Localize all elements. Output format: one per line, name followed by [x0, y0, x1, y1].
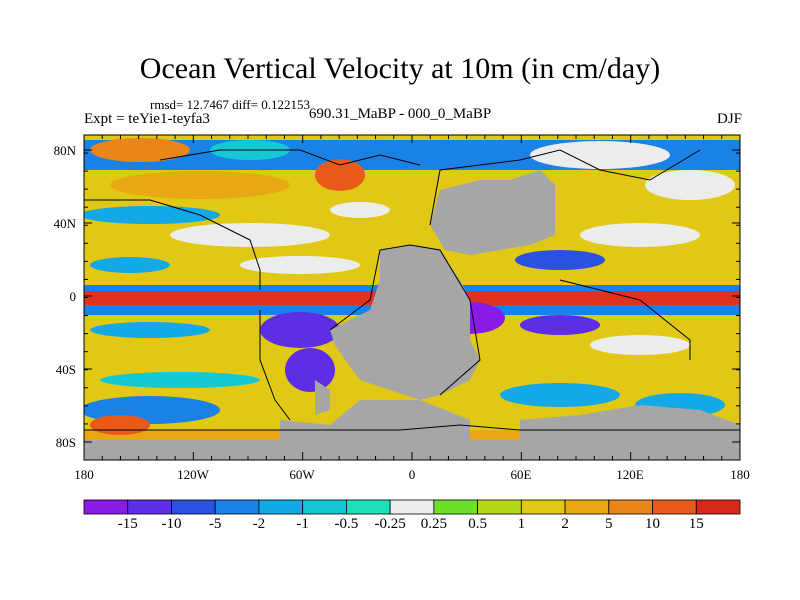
lon-label-180w: 180: [74, 467, 94, 482]
field-patch: [260, 312, 340, 348]
field-patch: [330, 202, 390, 218]
land-antarctica: [84, 440, 740, 460]
field-patch: [90, 415, 150, 435]
field-patch: [110, 171, 290, 199]
colorbar-tick-label: -0.5: [334, 516, 359, 532]
colorbar-tick-label: 2: [561, 516, 569, 532]
colorbar-tick-label: 0.25: [420, 516, 447, 532]
lon-label-120e: 120E: [616, 467, 644, 482]
lon-label-120w: 120W: [177, 467, 209, 482]
land-antarctica-east: [520, 405, 740, 440]
map-title: Ocean Vertical Velocity at 10m (in cm/da…: [139, 52, 661, 85]
field-patch: [170, 223, 330, 247]
lat-label-0: 0: [69, 289, 77, 304]
field-patch: [500, 383, 620, 407]
field-patch: [90, 322, 210, 338]
colorbar-tick-label: -15: [117, 516, 138, 532]
field-patch: [240, 256, 360, 274]
colorbar-swatch: [695, 499, 741, 515]
season-label: DJF: [716, 111, 742, 127]
colorbar-swatch: [608, 499, 653, 515]
colorbar-tick-label: 15: [688, 516, 704, 532]
colorbar-swatch: [389, 499, 435, 515]
lon-label-60w: 60W: [289, 467, 315, 482]
colorbar-tick-label: -5: [208, 516, 222, 532]
lat-label-40s: 40S: [55, 362, 76, 377]
colorbar-tick-label: 10: [645, 516, 661, 532]
stats-text: rmsd= 12.7467 diff= 0.122153: [150, 97, 310, 112]
colorbar-swatch: [171, 499, 216, 515]
colorbar-swatch: [433, 499, 479, 515]
field-patch: [530, 141, 670, 169]
colorbar-tick-label: 1: [517, 516, 526, 532]
lon-label-60e: 60E: [510, 467, 532, 482]
period-label: 690.31_MaBP - 000_0_MaBP: [308, 106, 492, 122]
colorbar-swatch: [83, 499, 129, 515]
land-africa-south-america: [330, 245, 480, 400]
lat-label-80n: 80N: [53, 143, 76, 158]
field-patch: [90, 138, 190, 162]
colorbar-tick-label: 0.5: [468, 516, 487, 532]
colorbar-swatch: [127, 499, 172, 515]
coastlines: [84, 149, 740, 431]
lon-label-0: 0: [408, 467, 416, 482]
field-patch: [515, 250, 605, 270]
colorbar-swatch: [652, 499, 697, 515]
field-patch: [90, 257, 170, 273]
lat-label-40n: 40N: [53, 216, 76, 231]
field-patch: [645, 170, 735, 200]
field-patch: [100, 372, 260, 388]
land-patagonia: [315, 380, 330, 415]
colorbar-tick-label: -10: [161, 516, 182, 532]
colorbar-swatch: [345, 499, 391, 515]
colorbar-swatch: [564, 499, 610, 515]
experiment-label: Expt = teYie1-teyfa3: [84, 111, 210, 127]
colorbar: [83, 499, 741, 515]
field-patch: [315, 159, 365, 191]
field-patch: [520, 315, 600, 335]
colorbar-swatch: [477, 499, 522, 515]
land-shelf: [370, 430, 420, 440]
land-eurasia: [430, 170, 555, 255]
colorbar-swatch: [258, 499, 304, 515]
lat-label-80s: 80S: [55, 435, 76, 450]
axis-ticks: [83, 134, 741, 460]
colorbar-tick-label: -1: [296, 516, 309, 532]
field-patch: [285, 348, 335, 392]
colorbar-tick-label: 5: [605, 516, 613, 532]
colorbar-tick-label: -0.25: [374, 516, 406, 532]
field-patch: [590, 335, 690, 355]
colorbar-swatch: [302, 499, 347, 515]
lon-label-180e: 180: [730, 467, 750, 482]
colorbar-swatch: [214, 499, 260, 515]
ocean-field: [84, 135, 740, 460]
colorbar-tick-label: -2: [252, 516, 266, 532]
field-patch: [580, 223, 700, 247]
colorbar-swatch: [520, 499, 566, 515]
